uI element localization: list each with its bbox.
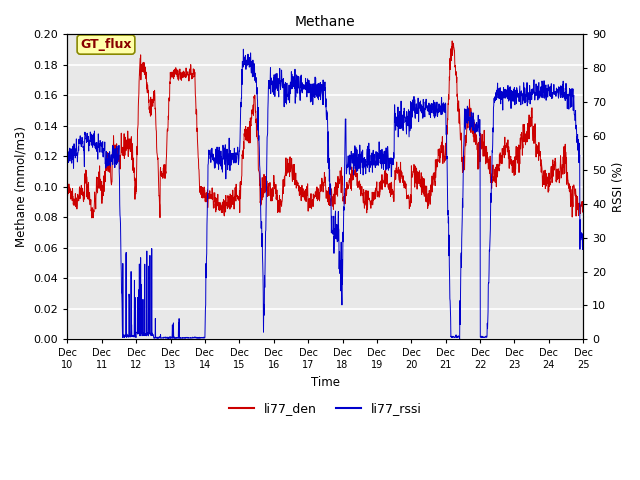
X-axis label: Time: Time: [311, 375, 340, 388]
Title: Methane: Methane: [295, 15, 356, 29]
Y-axis label: RSSI (%): RSSI (%): [612, 162, 625, 212]
Text: GT_flux: GT_flux: [80, 38, 132, 51]
Legend: li77_den, li77_rssi: li77_den, li77_rssi: [224, 397, 427, 420]
Y-axis label: Methane (mmol/m3): Methane (mmol/m3): [15, 126, 28, 247]
